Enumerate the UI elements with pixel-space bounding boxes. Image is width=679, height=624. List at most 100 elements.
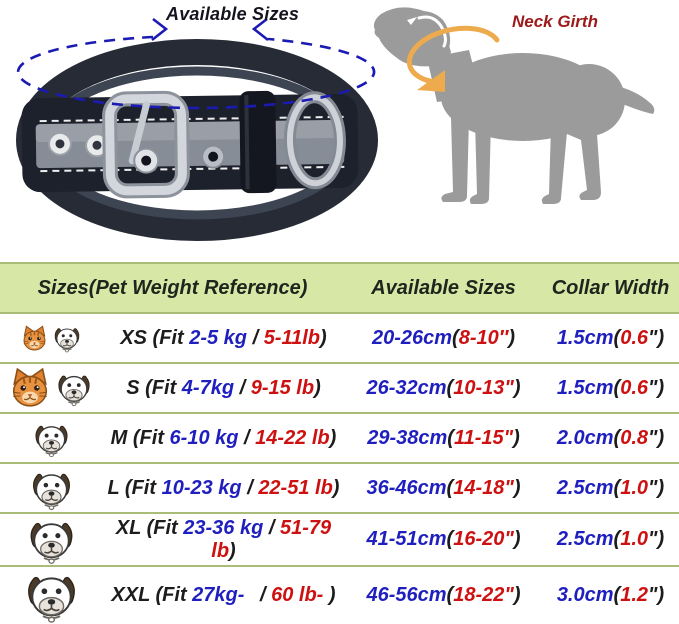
row-icons	[0, 367, 102, 409]
text-segment: 6-10 kg	[169, 426, 239, 449]
row-size: S (Fit 4-7kg / 9-15 lb)	[102, 377, 345, 400]
text-segment: )	[513, 476, 521, 499]
text-segment: 60 lb-	[271, 584, 324, 606]
text-segment: 36-46cm	[366, 476, 447, 499]
text-segment: 18-22"	[453, 584, 514, 606]
text-segment: (	[613, 326, 621, 349]
text-segment: (	[447, 426, 454, 449]
row-icons	[0, 514, 102, 565]
table-header-row: Sizes(Pet Weight Reference) Available Si…	[0, 264, 679, 314]
text-segment: 1.5cm	[556, 376, 614, 399]
text-segment: 2.5cm	[556, 528, 614, 550]
dog-icon	[32, 473, 70, 510]
row-width: 2.5cm(1.0")	[542, 477, 679, 500]
text-segment: ")	[648, 326, 665, 349]
row-width: 1.5cm(0.6")	[542, 377, 679, 400]
row-size: L (Fit 10-23 kg / 22-51 lb)	[102, 477, 345, 500]
row-available: 46-56cm(18-22")	[345, 584, 542, 607]
text-segment: (	[613, 376, 621, 399]
table-row: M (Fit 6-10 kg / 14-22 lb) 29-38cm(11-15…	[0, 414, 679, 464]
text-segment: 27kg-	[192, 584, 245, 606]
text-segment: 2-5 kg	[189, 326, 248, 349]
row-size: XS (Fit 2-5 kg / 5-11lb)	[102, 327, 345, 350]
text-segment: 22-51 lb	[258, 476, 333, 499]
row-available: 29-38cm(11-15")	[345, 427, 542, 450]
text-segment: /	[238, 426, 256, 449]
text-segment: (	[613, 584, 621, 606]
text-segment: (	[613, 476, 621, 499]
text-segment: 11-15"	[453, 426, 514, 449]
text-segment: 0.6	[620, 326, 649, 349]
text-segment: 0.6	[620, 376, 649, 399]
row-width: 2.0cm(0.8")	[542, 427, 679, 450]
text-segment: 10-13"	[453, 376, 514, 399]
text-segment: )	[320, 326, 327, 349]
text-segment: /	[263, 516, 280, 539]
text-segment: (	[446, 584, 454, 606]
text-segment: ")	[648, 528, 665, 550]
text-segment: /	[234, 376, 251, 399]
text-segment: )	[329, 426, 337, 449]
text-segment: 4-7kg	[181, 376, 235, 399]
row-available: 26-32cm(10-13")	[345, 377, 542, 400]
text-segment: 2.5cm	[556, 476, 614, 499]
text-segment: 29-38cm	[367, 426, 448, 449]
table-row: L (Fit 10-23 kg / 22-51 lb) 36-46cm(14-1…	[0, 464, 679, 514]
text-segment: L (Fit	[107, 476, 162, 499]
table-row: S (Fit 4-7kg / 9-15 lb) 26-32cm(10-13") …	[0, 364, 679, 414]
text-segment: )	[323, 584, 336, 606]
header-available-sizes: Available Sizes	[371, 276, 516, 299]
row-icons	[0, 323, 102, 353]
text-segment: 14-22 lb	[255, 426, 330, 449]
row-available: 20-26cm(8-10″)	[345, 327, 542, 350]
text-segment: )	[332, 476, 340, 499]
text-segment: S (Fit	[126, 376, 182, 399]
text-segment: XXL (Fit	[111, 584, 193, 606]
text-segment: /	[247, 326, 264, 349]
header-sizes: Sizes(Pet Weight Reference)	[37, 276, 308, 299]
text-segment: )	[229, 539, 236, 562]
row-icons	[0, 567, 102, 624]
text-segment: 9-15 lb	[250, 376, 315, 399]
text-segment: M (Fit	[110, 426, 170, 449]
text-segment: /	[244, 584, 272, 606]
text-segment: )	[513, 376, 521, 399]
text-segment: 23-36 kg	[183, 516, 264, 539]
row-icons	[0, 419, 102, 458]
text-segment: 10-23 kg	[161, 476, 242, 499]
text-segment: (	[613, 426, 621, 449]
table-row: XL (Fit 23-36 kg / 51-79 lb) 41-51cm(16-…	[0, 514, 679, 567]
text-segment: ")	[648, 376, 665, 399]
text-segment: XL (Fit	[115, 516, 184, 539]
neck-girth-label: Neck Girth	[512, 12, 598, 31]
text-segment: 0.8	[620, 426, 649, 449]
row-size: XXL (Fit 27kg- / 60 lb- )	[102, 584, 345, 607]
dog-icon	[54, 328, 79, 353]
text-segment: 1.0	[620, 476, 649, 499]
text-segment: (	[446, 528, 454, 550]
text-segment: (	[446, 376, 454, 399]
row-width: 2.5cm(1.0")	[542, 528, 679, 551]
row-available: 41-51cm(16-20")	[345, 528, 542, 551]
text-segment: 46-56cm	[366, 584, 447, 606]
text-segment: )	[513, 528, 521, 550]
collar-photo	[16, 17, 378, 241]
row-size: M (Fit 6-10 kg / 14-22 lb)	[102, 427, 345, 450]
table-row: XXL (Fit 27kg- / 60 lb- ) 46-56cm(18-22"…	[0, 567, 679, 624]
text-segment: )	[314, 376, 321, 399]
text-segment: 20-26cm	[371, 326, 453, 349]
text-segment: ")	[648, 426, 665, 449]
row-available: 36-46cm(14-18")	[345, 477, 542, 500]
dog-silhouette	[373, 7, 655, 204]
available-sizes-label: Available Sizes	[166, 4, 300, 24]
text-segment: 1.2	[620, 584, 649, 606]
text-segment: 8-10″	[458, 326, 509, 349]
text-segment: /	[241, 476, 259, 499]
text-segment: (	[452, 326, 459, 349]
text-segment: )	[513, 584, 521, 606]
row-width: 1.5cm(0.6")	[542, 327, 679, 350]
text-segment: (	[613, 528, 621, 550]
dog-icon	[58, 375, 90, 407]
text-segment: 1.5cm	[556, 326, 614, 349]
row-icons	[0, 466, 102, 511]
